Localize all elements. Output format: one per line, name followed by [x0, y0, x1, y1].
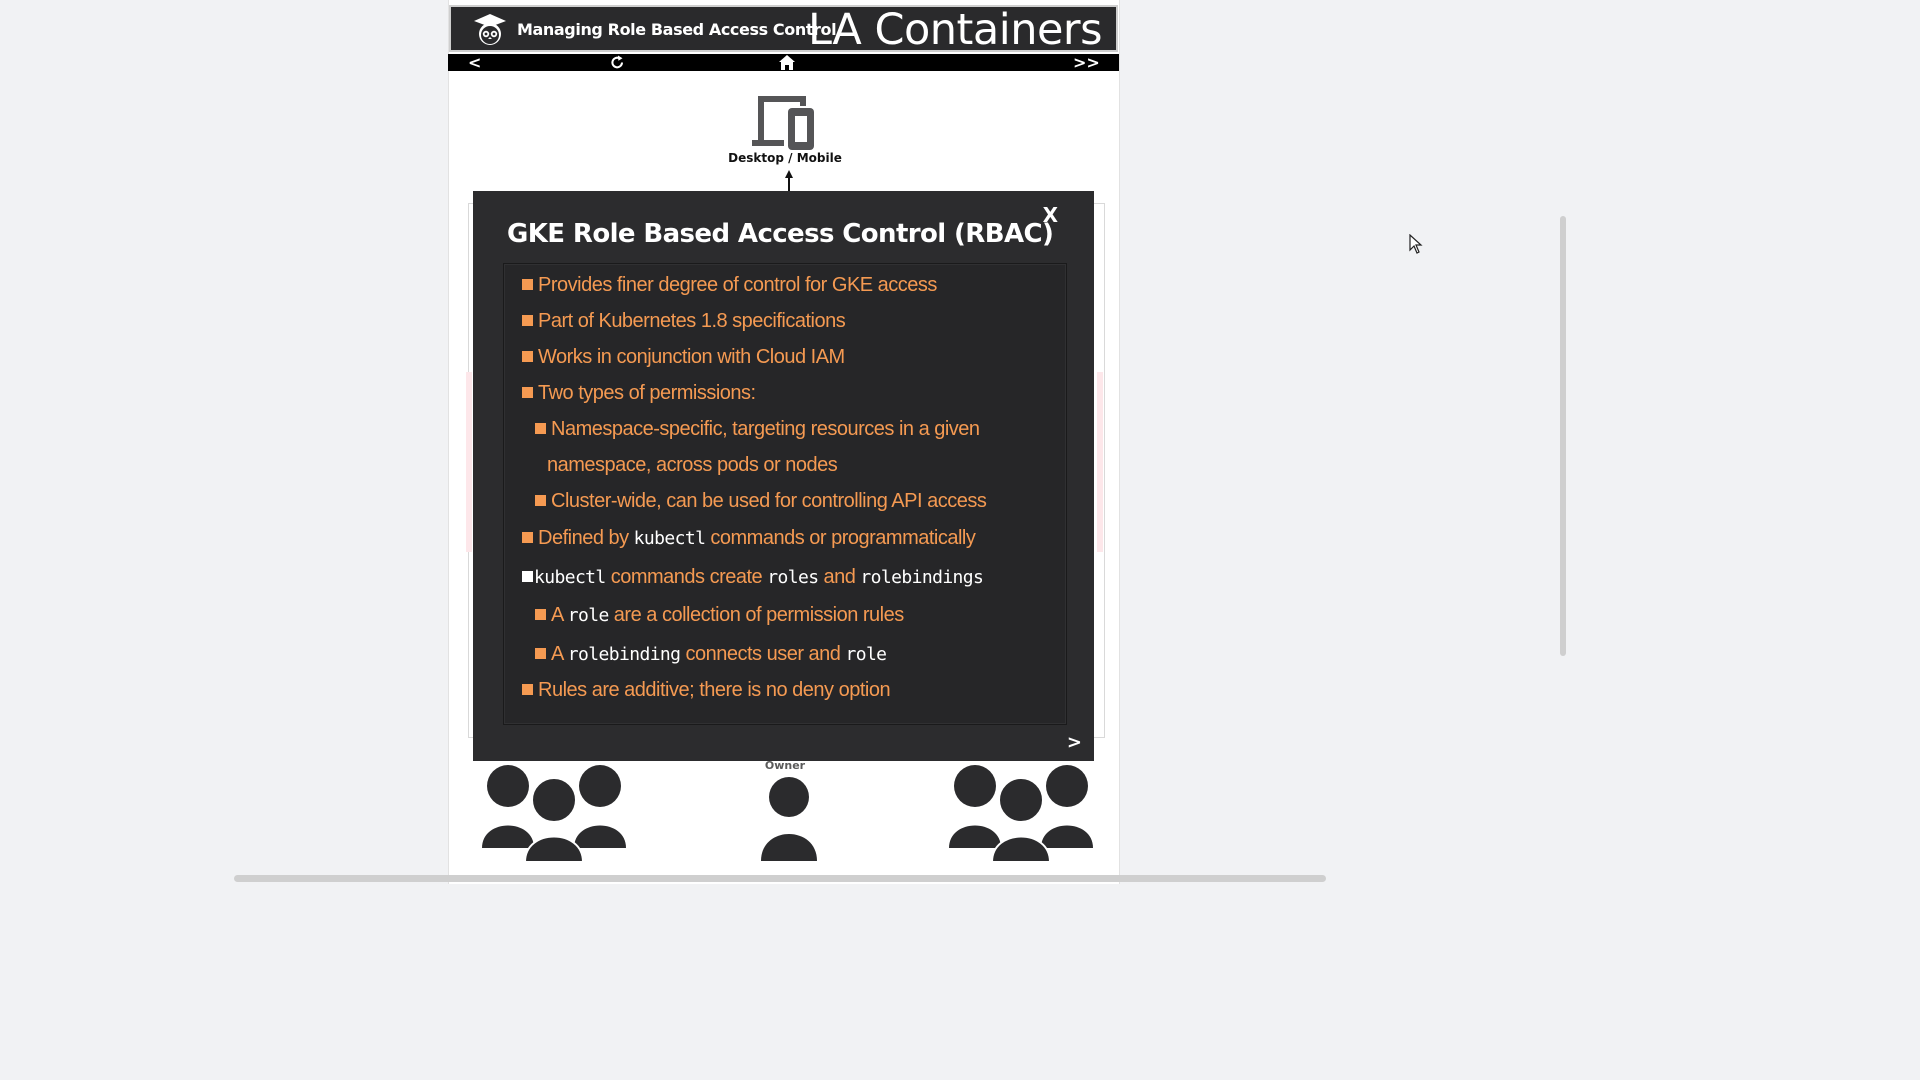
list-item: Two types of permissions:	[522, 382, 756, 405]
list-item-text: Part of Kubernetes 1.8 specifications	[538, 310, 846, 332]
square-bullet-icon	[522, 387, 533, 398]
background-highlight-right	[1097, 372, 1103, 552]
device-label: Desktop / Mobile	[728, 151, 842, 165]
list-item-text: commands or programmatically	[705, 527, 976, 549]
list-item-text: commands create	[605, 566, 768, 588]
code-text: rolebinding	[567, 644, 681, 665]
rbac-modal: X GKE Role Based Access Control (RBAC) P…	[473, 191, 1094, 761]
owl-logo-icon	[474, 14, 506, 45]
brand-title: LA Containers	[807, 5, 1103, 55]
square-bullet-icon	[522, 571, 533, 582]
owner-user-icon	[761, 777, 817, 861]
list-item-text: and	[818, 566, 861, 588]
list-item: kubectl commands create roles and rolebi…	[522, 566, 984, 589]
list-item-text: Namespace-specific, targeting resources …	[551, 418, 980, 440]
code-text: roles	[767, 567, 819, 588]
modal-content: Provides finer degree of control for GKE…	[503, 263, 1067, 725]
square-bullet-icon	[535, 423, 546, 434]
code-text: rolebindings	[860, 567, 984, 588]
home-icon	[779, 55, 795, 70]
list-item-text: A	[551, 604, 568, 626]
square-bullet-icon	[522, 532, 533, 543]
code-text: kubectl	[534, 567, 606, 588]
prev-button[interactable]: <	[468, 53, 482, 72]
list-item-text: Works in conjunction with Cloud IAM	[538, 346, 845, 368]
square-bullet-icon	[522, 279, 533, 290]
next-section-button[interactable]: >>	[1073, 53, 1100, 72]
vertical-scrollbar[interactable]	[1560, 216, 1566, 656]
horizontal-scrollbar[interactable]	[234, 875, 1326, 882]
owner-label: Owner	[764, 759, 806, 772]
list-item-text: Cluster-wide, can be used for controllin…	[551, 490, 987, 512]
arrow-up-icon	[785, 170, 793, 192]
list-item-text: Rules are additive; there is no deny opt…	[538, 679, 891, 701]
modal-title: GKE Role Based Access Control (RBAC)	[507, 219, 1054, 249]
square-bullet-icon	[522, 315, 533, 326]
list-item: Defined by kubectl commands or programma…	[522, 527, 976, 550]
list-item: A rolebinding connects user and role	[535, 643, 887, 666]
course-header: Managing Role Based Access Control LA Co…	[449, 5, 1118, 55]
code-text: role	[567, 605, 610, 626]
square-bullet-icon	[522, 684, 533, 695]
square-bullet-icon	[535, 609, 546, 620]
list-item: Namespace-specific, targeting resources …	[535, 418, 980, 441]
list-item-text: Provides finer degree of control for GKE…	[538, 274, 937, 296]
square-bullet-icon	[522, 351, 533, 362]
list-item: Cluster-wide, can be used for controllin…	[535, 490, 987, 513]
lesson-title: Managing Role Based Access Control	[517, 20, 837, 39]
square-bullet-icon	[535, 648, 546, 659]
list-item-text: Two types of permissions:	[538, 382, 756, 404]
list-item-text: Defined by	[538, 527, 634, 549]
next-button[interactable]: >	[1066, 732, 1082, 753]
nav-bar: < >>	[448, 54, 1119, 71]
refresh-icon	[611, 55, 624, 69]
list-item-text: A	[551, 643, 568, 665]
list-item: Provides finer degree of control for GKE…	[522, 274, 937, 297]
list-item: Works in conjunction with Cloud IAM	[522, 346, 845, 369]
code-text: kubectl	[633, 528, 706, 549]
square-bullet-icon	[535, 495, 546, 506]
background-highlight-left	[466, 372, 472, 552]
list-item: A role are a collection of permission ru…	[535, 604, 904, 627]
group-users-icon	[482, 765, 626, 862]
group-users-icon	[949, 765, 1093, 862]
list-item-text: connects user and	[680, 643, 846, 665]
close-button[interactable]: X	[1042, 203, 1058, 227]
home-button[interactable]	[778, 54, 796, 71]
list-item: Part of Kubernetes 1.8 specifications	[522, 310, 846, 333]
refresh-button[interactable]	[610, 54, 625, 71]
list-item: Rules are additive; there is no deny opt…	[522, 679, 891, 702]
list-item-continuation: namespace, across pods or nodes	[547, 454, 838, 477]
desktop-mobile-icon	[752, 96, 814, 150]
list-item-text: namespace, across pods or nodes	[547, 454, 838, 476]
list-item-text: are a collection of permission rules	[608, 604, 904, 626]
mouse-cursor-icon	[1409, 234, 1423, 254]
code-text: role	[845, 644, 887, 665]
